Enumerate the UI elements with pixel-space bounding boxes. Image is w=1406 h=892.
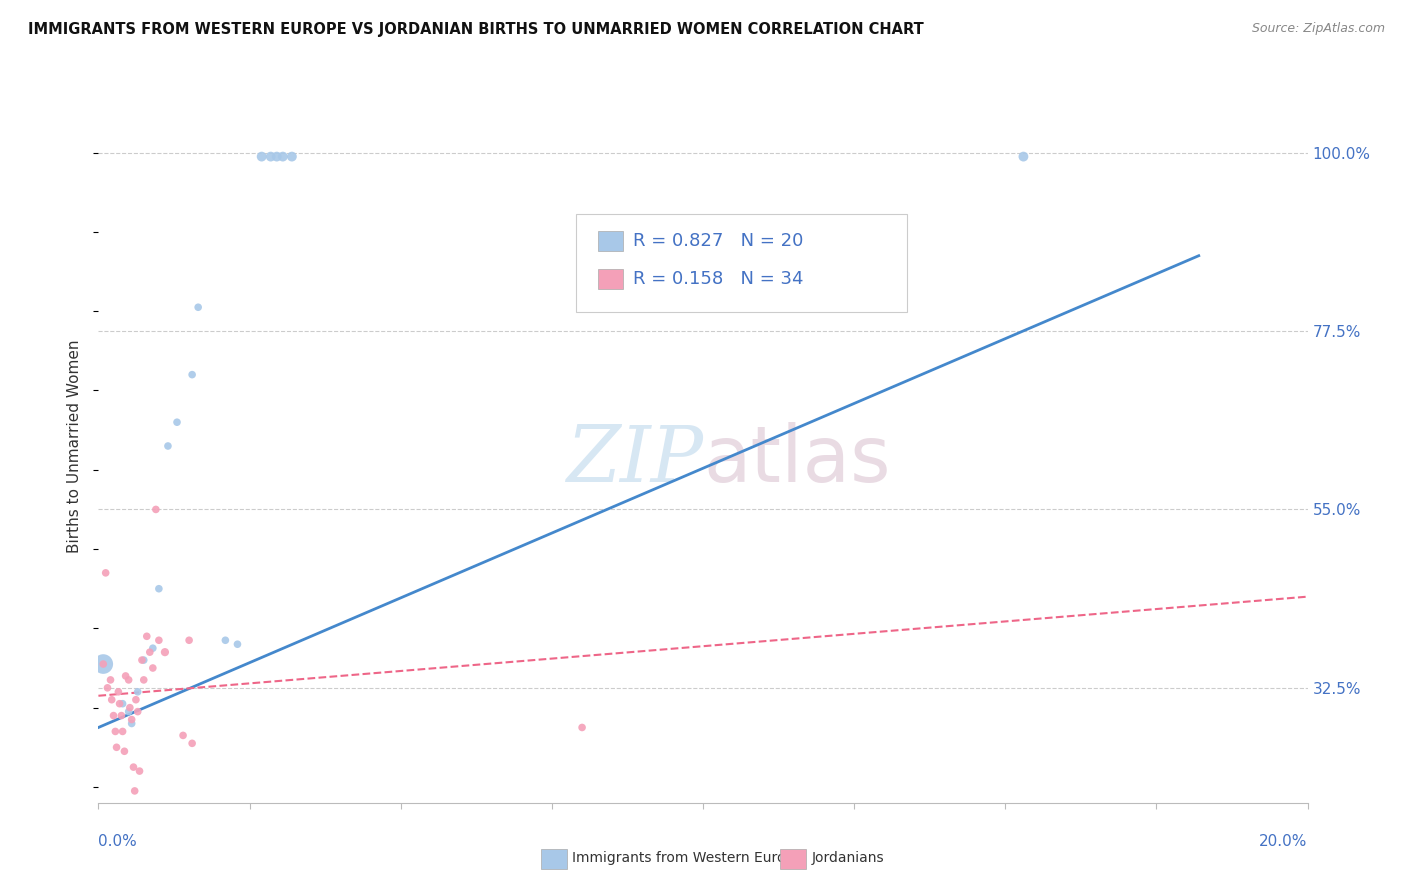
Point xyxy=(166,415,188,429)
Point xyxy=(96,681,118,695)
Y-axis label: Births to Unmarried Women: Births to Unmarried Women xyxy=(67,339,83,553)
Point xyxy=(121,716,143,731)
Point xyxy=(571,721,593,735)
Point xyxy=(108,697,131,711)
Point xyxy=(214,633,236,648)
Point xyxy=(128,764,150,778)
Text: Immigrants from Western Europe: Immigrants from Western Europe xyxy=(572,851,803,865)
Point xyxy=(148,633,170,648)
Point xyxy=(271,150,294,164)
Point xyxy=(181,368,204,382)
Point xyxy=(148,582,170,596)
Point xyxy=(132,653,155,667)
Point xyxy=(187,300,209,314)
Point xyxy=(266,150,288,164)
Point xyxy=(127,705,149,719)
Point xyxy=(112,744,135,758)
Point xyxy=(94,566,117,580)
Point xyxy=(122,760,145,774)
Point xyxy=(118,705,141,719)
Text: ZIP: ZIP xyxy=(565,422,703,499)
Point xyxy=(125,692,148,706)
Point xyxy=(179,633,201,648)
Point xyxy=(118,700,141,714)
Point xyxy=(142,661,165,675)
Point xyxy=(135,629,157,643)
Point xyxy=(132,673,155,687)
Point xyxy=(118,673,141,687)
Point xyxy=(250,150,273,164)
Point xyxy=(121,713,143,727)
Point xyxy=(156,439,179,453)
Point xyxy=(260,150,283,164)
Point xyxy=(181,736,204,750)
Point xyxy=(172,728,194,742)
Point xyxy=(104,724,127,739)
Point xyxy=(100,692,122,706)
Point xyxy=(100,673,122,687)
Text: IMMIGRANTS FROM WESTERN EUROPE VS JORDANIAN BIRTHS TO UNMARRIED WOMEN CORRELATIO: IMMIGRANTS FROM WESTERN EUROPE VS JORDAN… xyxy=(28,22,924,37)
Text: Jordanians: Jordanians xyxy=(811,851,884,865)
Point xyxy=(139,645,162,659)
Point xyxy=(110,708,132,723)
Point xyxy=(127,685,149,699)
Point xyxy=(91,657,114,671)
Point xyxy=(124,784,146,798)
Point xyxy=(281,150,304,164)
Point xyxy=(103,708,125,723)
Text: R = 0.827   N = 20: R = 0.827 N = 20 xyxy=(633,232,803,250)
Point xyxy=(226,637,249,651)
Point xyxy=(91,657,114,671)
Point xyxy=(111,697,134,711)
Text: atlas: atlas xyxy=(703,422,890,499)
Text: R = 0.158   N = 34: R = 0.158 N = 34 xyxy=(633,270,803,288)
Point xyxy=(131,653,153,667)
Point xyxy=(111,724,134,739)
Point xyxy=(107,685,129,699)
Point xyxy=(145,502,167,516)
Text: 0.0%: 0.0% xyxy=(98,834,138,849)
Text: Source: ZipAtlas.com: Source: ZipAtlas.com xyxy=(1251,22,1385,36)
Text: 20.0%: 20.0% xyxy=(1260,834,1308,849)
Point xyxy=(105,740,128,755)
Point xyxy=(142,641,165,656)
Point xyxy=(153,645,176,659)
Point xyxy=(1012,150,1035,164)
Point xyxy=(114,669,136,683)
